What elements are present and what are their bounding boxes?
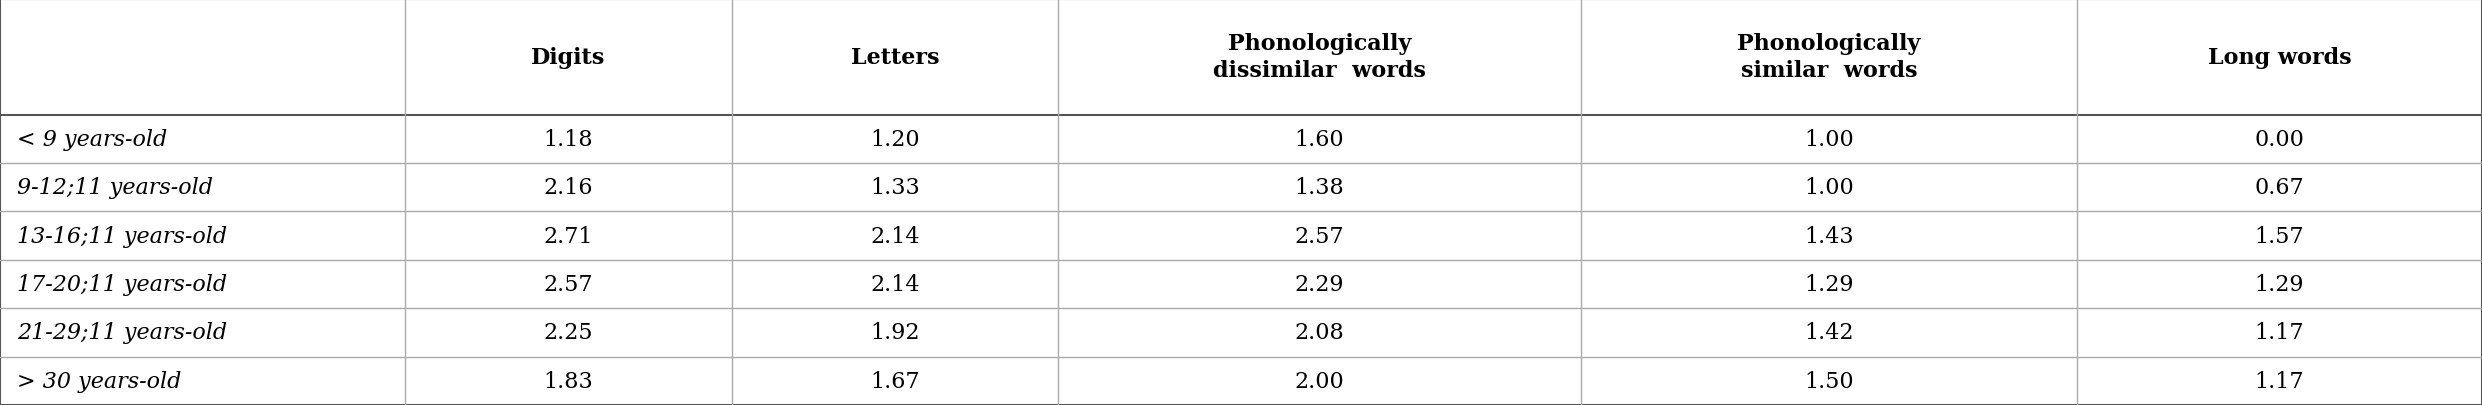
- Text: Long words: Long words: [2206, 47, 2350, 69]
- Text: 17-20;11 years-old: 17-20;11 years-old: [17, 273, 228, 295]
- Text: 2.14: 2.14: [871, 273, 918, 295]
- Text: Letters: Letters: [851, 47, 938, 69]
- Text: 2.71: 2.71: [544, 225, 593, 247]
- Text: 2.25: 2.25: [544, 322, 593, 343]
- Text: 2.08: 2.08: [1296, 322, 1345, 343]
- Text: 1.43: 1.43: [1804, 225, 1854, 247]
- Text: 0.67: 0.67: [2254, 177, 2303, 199]
- Text: 2.57: 2.57: [1296, 225, 1345, 247]
- Text: 1.29: 1.29: [1804, 273, 1854, 295]
- Text: Phonologically
dissimilar  words: Phonologically dissimilar words: [1214, 33, 1425, 82]
- Text: 1.33: 1.33: [871, 177, 921, 199]
- Text: 1.38: 1.38: [1296, 177, 1345, 199]
- Text: 2.16: 2.16: [544, 177, 593, 199]
- Text: 2.29: 2.29: [1296, 273, 1345, 295]
- Text: 1.67: 1.67: [871, 370, 918, 392]
- Text: Digits: Digits: [531, 47, 606, 69]
- Text: 1.83: 1.83: [544, 370, 593, 392]
- Text: 1.20: 1.20: [871, 128, 921, 151]
- Text: Phonologically
similar  words: Phonologically similar words: [1737, 33, 1921, 82]
- Text: 2.00: 2.00: [1296, 370, 1345, 392]
- Text: 1.92: 1.92: [871, 322, 918, 343]
- Text: 1.60: 1.60: [1296, 128, 1345, 151]
- Text: 1.57: 1.57: [2254, 225, 2303, 247]
- Text: 1.18: 1.18: [544, 128, 593, 151]
- Text: 1.17: 1.17: [2254, 322, 2303, 343]
- Text: 1.17: 1.17: [2254, 370, 2303, 392]
- Text: 1.42: 1.42: [1804, 322, 1854, 343]
- Text: 9-12;11 years-old: 9-12;11 years-old: [17, 177, 213, 199]
- Text: 13-16;11 years-old: 13-16;11 years-old: [17, 225, 228, 247]
- Text: 1.00: 1.00: [1804, 177, 1854, 199]
- Text: < 9 years-old: < 9 years-old: [17, 128, 169, 151]
- Text: > 30 years-old: > 30 years-old: [17, 370, 181, 392]
- Text: 1.00: 1.00: [1804, 128, 1854, 151]
- Text: 0.00: 0.00: [2254, 128, 2303, 151]
- Text: 2.57: 2.57: [544, 273, 593, 295]
- Text: 2.14: 2.14: [871, 225, 918, 247]
- Text: 1.29: 1.29: [2254, 273, 2303, 295]
- Text: 21-29;11 years-old: 21-29;11 years-old: [17, 322, 228, 343]
- Text: 1.50: 1.50: [1804, 370, 1854, 392]
